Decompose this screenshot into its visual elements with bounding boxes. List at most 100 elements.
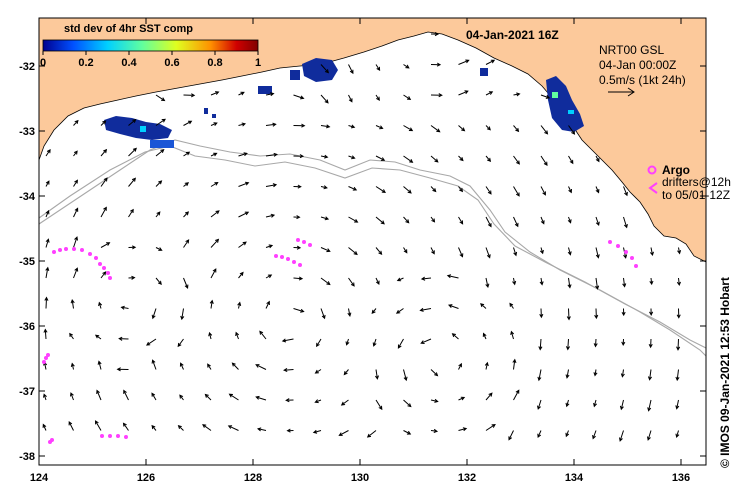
y-tick-label: -34 (19, 191, 36, 203)
current-vector-arrow (512, 277, 517, 286)
colorbar-tick-label: 0 (40, 57, 46, 69)
current-vector-arrow (375, 186, 386, 193)
current-vector-arrow (540, 216, 545, 225)
current-vector-arrow (293, 308, 305, 313)
current-vector-arrow (513, 186, 520, 197)
x-tick-label: 124 (30, 472, 49, 484)
current-vector-arrow (69, 332, 74, 340)
current-vector-arrow (204, 393, 212, 401)
current-vector-arrow (265, 300, 270, 309)
current-vector-arrow (208, 331, 213, 340)
current-vector-arrow (430, 216, 436, 223)
current-vector-arrow (593, 369, 598, 377)
colorbar-tick-label: 0.8 (207, 57, 222, 69)
current-vector-arrow (595, 155, 600, 163)
y-tick-label: -38 (19, 451, 35, 463)
current-vector-arrow (649, 308, 654, 316)
current-vector-arrow (397, 338, 404, 349)
current-vector-arrow (238, 181, 250, 187)
current-vector-arrow (430, 247, 435, 255)
current-vector-arrow (512, 358, 517, 370)
current-vector-arrow (537, 430, 542, 439)
current-vector-arrow (179, 394, 184, 401)
current-vector-arrow (155, 277, 162, 286)
current-vector-arrow (94, 420, 102, 431)
current-vector-arrow (565, 338, 571, 351)
current-vector-arrow (403, 247, 408, 254)
current-vector-arrow (155, 180, 163, 187)
current-vector-arrow (419, 307, 432, 312)
current-vector-arrow (146, 338, 157, 346)
current-vector-arrow (256, 427, 267, 432)
current-vector-arrow (128, 275, 136, 280)
current-vector-arrow (210, 181, 219, 187)
current-vector-arrow (447, 304, 459, 309)
current-vector-arrow (183, 151, 191, 157)
colorbar-label: std dev of 4hr SST comp (64, 23, 193, 35)
drifter-marker-icon (648, 182, 658, 194)
current-vector-arrow (155, 94, 166, 102)
current-vector-arrow (375, 125, 384, 130)
current-vector-arrow (595, 216, 600, 226)
current-vector-arrow (128, 147, 137, 157)
current-vector-arrow (509, 302, 514, 309)
current-vector-arrow (430, 93, 443, 98)
current-vector-arrow (151, 359, 157, 370)
current-vector-arrow (259, 330, 267, 340)
current-vector-arrow (314, 369, 322, 374)
current-vector-arrow (458, 59, 470, 65)
y-tick-label: -33 (19, 126, 35, 138)
x-tick-label: 132 (458, 472, 476, 484)
current-vector-arrow (285, 398, 294, 403)
current-vector-arrow (458, 247, 464, 258)
argo-marker-icon (647, 165, 657, 175)
current-vector-arrow (451, 333, 459, 340)
current-vector-arrow (513, 247, 518, 257)
current-vector-arrow (403, 216, 410, 224)
current-vector-arrow (567, 247, 572, 256)
current-vector-arrow (675, 430, 680, 439)
current-vector-arrow (128, 208, 134, 218)
current-vector-arrow (183, 211, 190, 218)
current-vector-arrow (621, 338, 626, 347)
current-vector-arrow (458, 216, 464, 225)
current-vector-arrow (68, 421, 74, 431)
argo-legend: Argo drifters@12h to 05/01-12Z (647, 163, 731, 202)
current-vector-arrow (375, 247, 383, 256)
current-vector-arrow (210, 122, 218, 127)
drifters-label-line2: to 05/01-12Z (662, 188, 730, 202)
current-vector-arrow (97, 360, 102, 370)
current-vector-arrow (123, 389, 129, 401)
current-vector-arrow (593, 338, 598, 348)
land-mass (38, 17, 707, 263)
current-vector-arrow (513, 216, 519, 228)
y-axis: -32 -33 -34 -35 -36 -37 -38 (19, 61, 706, 463)
current-vector-arrow (314, 399, 322, 404)
current-vector-arrow (593, 399, 598, 408)
current-vector-arrow (677, 247, 682, 255)
current-vector-arrow (183, 239, 190, 248)
current-vector-arrow (430, 428, 439, 433)
current-vector-arrow (430, 155, 439, 163)
current-vector-arrow (403, 94, 412, 100)
colorbar-gradient (42, 39, 259, 52)
current-vector-arrow (623, 216, 628, 229)
current-vector-arrow (620, 369, 625, 378)
current-vector-arrow (647, 369, 653, 381)
current-vector-arrow (482, 332, 487, 340)
current-vector-arrow (155, 149, 165, 157)
current-vector-arrow (265, 92, 275, 97)
current-vector-arrow (98, 301, 103, 309)
current-vector-arrow (485, 392, 493, 401)
current-vector-arrow (345, 338, 350, 346)
current-vector-arrow (286, 428, 294, 433)
current-vector-arrow (238, 122, 247, 127)
current-vector-arrow (183, 277, 189, 290)
current-vector-arrow (210, 210, 220, 218)
current-vector-arrow (513, 125, 520, 133)
current-vector-arrow (537, 369, 542, 382)
current-info-line1: NRT00 GSL (599, 43, 664, 57)
current-vector-arrow (255, 395, 267, 401)
current-vector-arrow (539, 277, 544, 286)
